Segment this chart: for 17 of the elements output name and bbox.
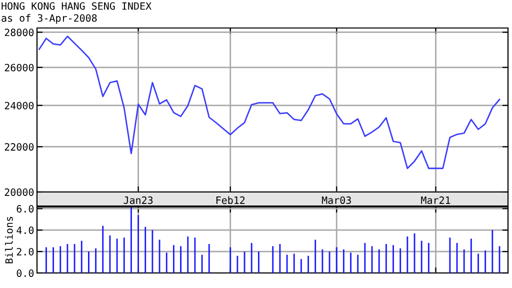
y-tick-label: 20000: [4, 188, 34, 196]
y-tick-label: 0.0: [16, 269, 34, 277]
x-tick-label: Mar03: [322, 196, 351, 204]
y-tick-label: 24000: [4, 102, 34, 110]
y-tick-label: 22000: [4, 143, 34, 151]
y-tick-label: 28000: [4, 28, 34, 36]
line-series: [38, 36, 500, 170]
y-tick-label: 4.0: [16, 226, 34, 234]
chart-subtitle: as of 3-Apr-2008: [2, 14, 97, 24]
y-tick-label: 2.0: [16, 248, 34, 256]
x-tick-label: Feb12: [216, 196, 245, 204]
y-axis-title: Billions: [5, 216, 13, 264]
chart-title: HONG KONG HANG SENG INDEX: [2, 2, 152, 10]
y-tick-label: 26000: [4, 64, 34, 72]
x-tick-label: Mar21: [421, 196, 450, 204]
x-tick-label: Jan23: [124, 196, 153, 204]
y-tick-label: 6.0: [16, 205, 34, 213]
